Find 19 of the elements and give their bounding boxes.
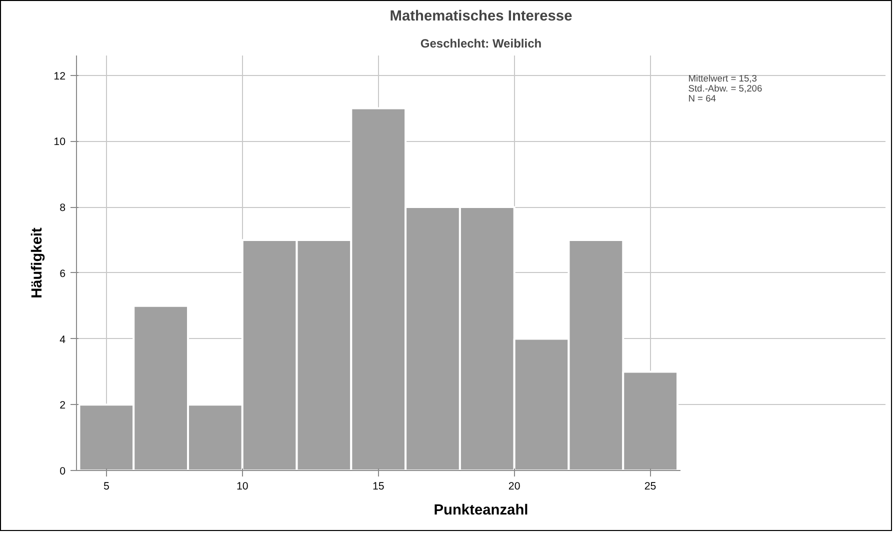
- x-tick-label: 10: [236, 480, 248, 492]
- x-tick-label: 20: [508, 480, 520, 492]
- y-tick-label: 4: [60, 334, 66, 346]
- y-tick-label: 2: [60, 400, 66, 412]
- y-tick-label: 12: [54, 70, 66, 82]
- chart-title: Mathematisches Interesse: [390, 8, 572, 24]
- y-tick-label: 8: [60, 202, 66, 214]
- chart-subtitle: Geschlecht: Weiblich: [420, 36, 542, 50]
- x-tick-label: 5: [103, 480, 110, 492]
- y-tick-label: 6: [60, 268, 66, 280]
- text: N = 64: [688, 94, 716, 104]
- y-tick-label: 10: [54, 136, 66, 148]
- x-axis-title: Punkteanzahl: [434, 502, 528, 518]
- y-axis-title: Häufigkeit: [30, 227, 46, 298]
- text: Std.-Abw. = 5,206: [688, 84, 762, 94]
- x-tick-label: 25: [644, 480, 656, 492]
- text: Mittelwert = 15,3: [688, 74, 757, 84]
- y-tick-label: 0: [60, 466, 66, 478]
- x-tick-label: 15: [372, 480, 384, 492]
